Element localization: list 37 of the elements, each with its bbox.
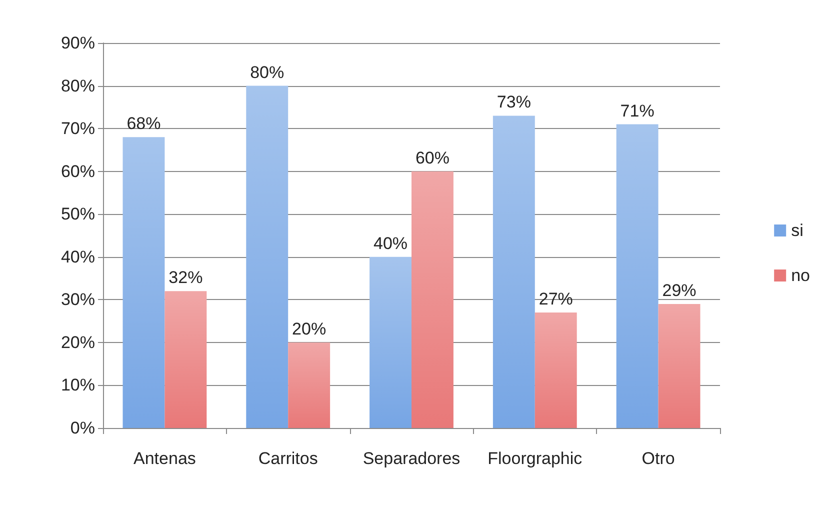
legend-label: no — [791, 266, 810, 285]
data-label: 27% — [538, 290, 573, 308]
bar — [122, 137, 165, 428]
legend-label: si — [791, 221, 804, 240]
x-tick-label: Floorgraphic — [488, 449, 583, 468]
bar — [658, 304, 700, 428]
data-label: 68% — [126, 114, 161, 134]
x-tick-label: Separadores — [362, 449, 460, 468]
x-tick-label: Otro — [642, 449, 675, 468]
y-tick-label: 50% — [60, 204, 95, 224]
x-tick-label: Carritos — [258, 449, 318, 468]
bar — [164, 291, 207, 428]
y-tick-label: 10% — [60, 376, 95, 395]
y-tick-label: 60% — [60, 162, 95, 181]
data-label: 60% — [415, 148, 450, 168]
bar — [534, 312, 577, 428]
y-tick-label: 20% — [60, 332, 95, 352]
data-label: 20% — [292, 319, 326, 338]
bar — [370, 256, 412, 428]
data-label: 80% — [250, 62, 284, 82]
bar — [492, 116, 535, 428]
data-label: 71% — [620, 101, 654, 120]
y-tick-label: 40% — [60, 247, 95, 266]
y-tick-label: 70% — [60, 119, 95, 138]
x-tick-label: Antenas — [134, 449, 196, 468]
y-tick-label: 0% — [70, 418, 95, 438]
bar — [288, 342, 330, 428]
data-label: 40% — [374, 234, 408, 253]
data-label: 32% — [168, 268, 203, 288]
bar — [412, 171, 454, 428]
data-label: 29% — [662, 280, 696, 300]
y-tick-label: 30% — [60, 290, 95, 310]
bar — [246, 86, 288, 428]
y-tick-label: 90% — [60, 34, 95, 52]
bar — [616, 124, 658, 428]
y-tick-label: 80% — [60, 76, 95, 96]
data-label: 73% — [496, 92, 531, 112]
